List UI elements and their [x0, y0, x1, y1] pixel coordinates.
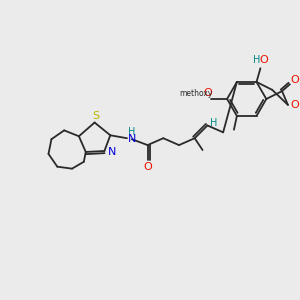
Text: S: S [92, 111, 99, 121]
Text: N: N [128, 134, 136, 144]
Text: H: H [128, 127, 136, 137]
Text: N: N [108, 147, 116, 157]
Text: H: H [253, 56, 260, 65]
Text: O: O [290, 75, 299, 85]
Text: O: O [143, 162, 152, 172]
Text: O: O [203, 88, 212, 98]
Text: H: H [210, 118, 217, 128]
Text: O: O [290, 100, 299, 110]
Text: O: O [259, 56, 268, 65]
Text: methoxy: methoxy [179, 88, 212, 98]
